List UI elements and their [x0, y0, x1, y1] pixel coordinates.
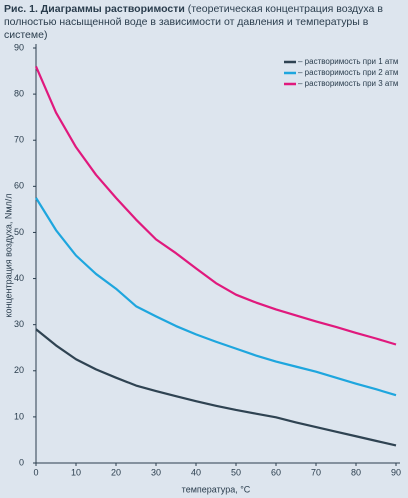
- x-tick-label: 0: [33, 467, 38, 477]
- chart-subtitle: (теоретическая концентрация воздуха в по…: [4, 3, 383, 41]
- y-tick-label: 30: [14, 319, 24, 329]
- x-tick-label: 40: [191, 467, 201, 477]
- line-series: [35, 328, 397, 447]
- title-block: Рис. 1. Диаграммы растворимости (теорети…: [4, 3, 404, 42]
- y-tick-label: 70: [14, 135, 24, 145]
- x-tick-label: 50: [231, 467, 241, 477]
- x-tick-label: 30: [151, 467, 161, 477]
- x-tick-label: 80: [351, 467, 361, 477]
- line-series: [34, 66, 397, 346]
- y-axis-label: концентрация воздуха, Nмл/л: [3, 193, 13, 317]
- y-tick-label: 40: [14, 273, 24, 283]
- x-tick-label: 60: [271, 467, 281, 477]
- y-tick-label: 0: [19, 457, 24, 467]
- y-tick-label: 60: [14, 181, 24, 191]
- x-tick-label: 70: [311, 467, 321, 477]
- legend-label: – растворимость при 2 атм: [298, 68, 398, 77]
- y-tick-label: 50: [14, 227, 24, 237]
- y-tick-label: 20: [14, 365, 24, 375]
- y-tick-label: 10: [14, 411, 24, 421]
- y-tick-label: 90: [14, 42, 24, 52]
- x-axis-label: температура, °С: [182, 484, 251, 494]
- y-tick-label: 80: [14, 88, 24, 98]
- x-tick-label: 90: [391, 467, 401, 477]
- legend-label: – растворимость при 3 атм: [298, 79, 398, 88]
- x-tick-label: 20: [111, 467, 121, 477]
- line-series: [35, 197, 397, 397]
- x-tick-label: 10: [71, 467, 81, 477]
- legend-label: – растворимость при 1 атм: [298, 57, 398, 66]
- chart-title: Рис. 1. Диаграммы растворимости: [4, 3, 185, 15]
